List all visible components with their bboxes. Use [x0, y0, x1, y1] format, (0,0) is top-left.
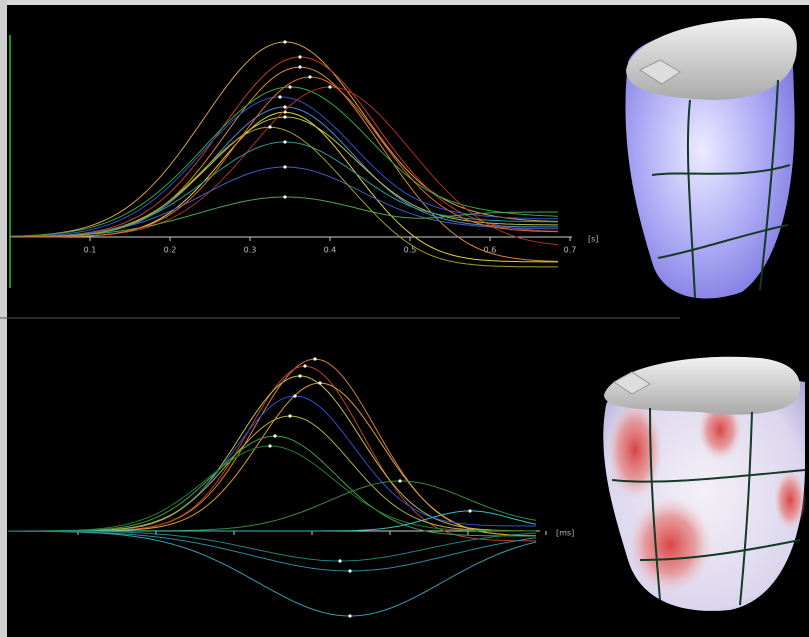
peak-marker — [308, 75, 311, 78]
peak-marker — [298, 55, 301, 58]
strain-region — [607, 400, 663, 500]
peak-marker — [318, 381, 321, 384]
peak-marker — [298, 65, 301, 68]
peak-marker — [293, 394, 296, 397]
peak-marker — [298, 374, 301, 377]
x-tick-label: 0.3 — [244, 246, 257, 255]
peak-marker — [283, 165, 286, 168]
peak-marker — [398, 479, 401, 482]
peak-marker — [268, 444, 271, 447]
peak-marker — [348, 614, 351, 617]
peak-marker — [303, 364, 306, 367]
strain-region — [628, 497, 712, 593]
screenshot: [s] 0.10.20.30.40.50.60.7 [ms] — [0, 0, 809, 637]
peak-marker — [288, 85, 291, 88]
peak-marker — [268, 125, 271, 128]
peak-marker — [283, 115, 286, 118]
peak-marker — [338, 559, 341, 562]
peak-marker — [313, 357, 316, 360]
peak-marker — [288, 414, 291, 417]
peak-marker — [283, 40, 286, 43]
strain-region — [774, 470, 806, 530]
peak-marker — [283, 140, 286, 143]
x-tick-label: 0.4 — [324, 246, 337, 255]
peak-marker — [278, 95, 281, 98]
top-border — [0, 0, 809, 5]
x-tick-label: 0.7 — [564, 246, 577, 255]
x-tick-label: 0.2 — [164, 246, 177, 255]
peak-marker — [328, 85, 331, 88]
peak-marker — [283, 105, 286, 108]
x-unit: [ms] — [556, 529, 574, 538]
peak-marker — [468, 509, 471, 512]
peak-marker — [273, 434, 276, 437]
x-unit: [s] — [588, 235, 598, 244]
x-tick-label: 0.1 — [84, 246, 97, 255]
heart-model-bottom — [603, 357, 806, 611]
peak-marker — [283, 195, 286, 198]
peak-marker — [348, 569, 351, 572]
